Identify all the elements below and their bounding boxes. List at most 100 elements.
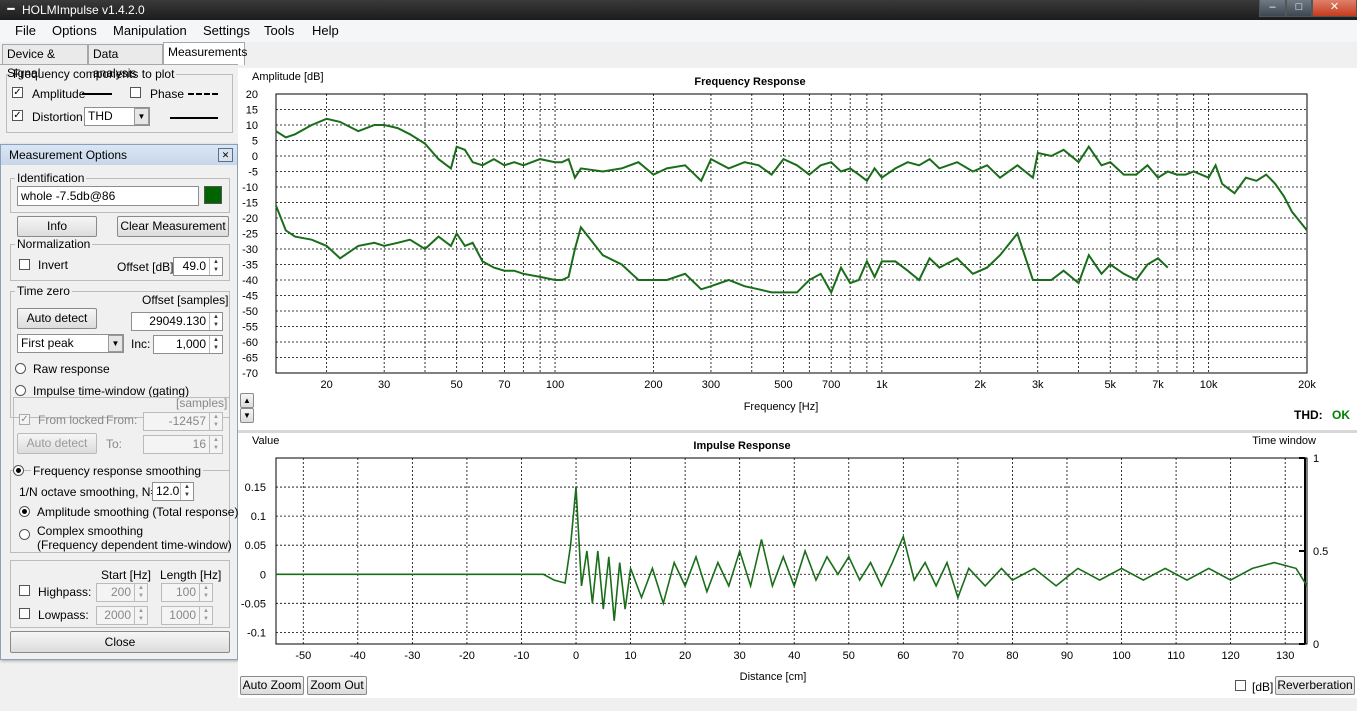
invert-label: Invert: [38, 258, 69, 272]
lowpass-length-input[interactable]: 1000: [161, 606, 213, 625]
auto-detect-gating-button[interactable]: Auto detect: [17, 433, 97, 454]
inc-input[interactable]: 1,000: [153, 335, 223, 354]
menu-settings[interactable]: Settings: [203, 23, 250, 38]
fr-title: Frequency Response: [694, 76, 805, 88]
info-button[interactable]: Info: [17, 216, 97, 237]
minimize-button[interactable]: –: [1259, 0, 1286, 17]
highpass-length-spinner[interactable]: ▲ ▼: [199, 584, 212, 601]
fr-y-tick-label: 5: [252, 136, 258, 148]
chart-splitter[interactable]: [238, 430, 1357, 433]
raw-response-radio[interactable]: [15, 363, 26, 374]
identification-input[interactable]: whole -7.5db@86: [17, 186, 199, 206]
offset-db-label: Offset [dB]:: [117, 260, 177, 274]
peak-mode-value: First peak: [21, 336, 74, 350]
tab-measurements[interactable]: Measurements: [163, 42, 247, 65]
ir-y2-tick-label: 0: [1313, 639, 1319, 651]
ir-x-tick-label: 120: [1221, 650, 1239, 662]
to-input[interactable]: 16: [143, 435, 223, 454]
tab-data-analysis[interactable]: Data analysis: [88, 44, 163, 80]
highpass-checkbox[interactable]: [19, 585, 30, 596]
fr-x-tick-label: 100: [546, 379, 564, 391]
ir-xlabel: Distance [cm]: [740, 671, 807, 683]
ir-x-tick-label: 50: [843, 650, 855, 662]
auto-detect-button[interactable]: Auto detect: [17, 308, 97, 329]
impulse-window-radio[interactable]: [15, 385, 26, 396]
scroll-down-button[interactable]: ▼: [240, 408, 254, 423]
menu-tools[interactable]: Tools: [264, 23, 295, 38]
close-options-button[interactable]: Close: [10, 631, 230, 653]
ir-x-tick-label: -40: [350, 650, 366, 662]
ir-y2-tick-label: 0.5: [1313, 546, 1328, 558]
close-button[interactable]: ✕: [1312, 0, 1357, 17]
measurement-options-titlebar[interactable]: Measurement Options ✕: [1, 145, 237, 165]
ir-x-tick-label: 60: [897, 650, 909, 662]
to-label: To:: [106, 437, 123, 451]
ir-y-tick-label: -0.1: [247, 627, 266, 639]
distortion-type-select[interactable]: THD: [84, 107, 150, 126]
db-checkbox[interactable]: [1235, 680, 1246, 691]
phase-checkbox[interactable]: [130, 87, 141, 98]
trace-color-swatch[interactable]: [204, 186, 222, 204]
lowpass-start-input[interactable]: 2000: [96, 606, 148, 625]
amplitude-smoothing-radio[interactable]: [19, 506, 30, 517]
fr-x-tick-label: 20k: [1298, 379, 1316, 391]
ir-x-tick-label: 100: [1112, 650, 1130, 662]
fr-y-tick-label: -25: [242, 229, 258, 241]
zoom-out-button[interactable]: Zoom Out: [307, 676, 367, 695]
peak-mode-select[interactable]: First peak: [17, 334, 124, 353]
lowpass-length-spinner[interactable]: ▲ ▼: [199, 607, 212, 624]
octave-n-input[interactable]: 12.0: [152, 482, 194, 501]
scroll-up-button[interactable]: ▲: [240, 393, 254, 408]
menu-file[interactable]: File: [15, 23, 36, 38]
close-icon[interactable]: ✕: [218, 148, 233, 162]
ir-x-tick-label: 130: [1276, 650, 1294, 662]
ir-x-tick-label: 30: [734, 650, 746, 662]
octave-n-spinner[interactable]: ▲ ▼: [180, 483, 193, 500]
lowpass-checkbox[interactable]: [19, 608, 30, 619]
offset-samples-spinner[interactable]: ▲ ▼: [209, 313, 222, 330]
menu-options[interactable]: Options: [52, 23, 97, 38]
clear-measurement-button[interactable]: Clear Measurement: [117, 216, 229, 237]
inc-spinner[interactable]: ▲ ▼: [209, 336, 222, 353]
tab-device-signal[interactable]: Device & Signal: [2, 44, 88, 80]
tab-divider: [0, 64, 238, 65]
invert-checkbox[interactable]: [19, 259, 30, 270]
distortion-checkbox[interactable]: ✓: [12, 110, 23, 121]
ir-y2-tick-label: 1: [1313, 453, 1319, 465]
chevron-down-icon[interactable]: ▼: [108, 335, 123, 352]
smoothing-radio[interactable]: [13, 465, 24, 476]
highpass-length-input[interactable]: 100: [161, 583, 213, 602]
amplitude-checkbox[interactable]: ✓: [12, 87, 23, 98]
highpass-start-input[interactable]: 200: [96, 583, 148, 602]
offset-db-spinner[interactable]: ▲ ▼: [209, 258, 222, 275]
auto-zoom-button[interactable]: Auto Zoom: [240, 676, 304, 695]
charts-svg[interactable]: Amplitude [dB] Frequency Response Freque…: [238, 68, 1357, 698]
filter-group: [10, 560, 230, 628]
complex-smoothing-sublabel: (Frequency dependent time-window): [37, 538, 232, 552]
phase-label: Phase: [150, 87, 185, 101]
fr-ylabel: Amplitude [dB]: [252, 71, 324, 83]
chevron-down-icon[interactable]: ▼: [134, 108, 149, 125]
lowpass-start-spinner[interactable]: ▲ ▼: [134, 607, 147, 624]
fr-x-tick-label: 70: [498, 379, 510, 391]
reverberation-button[interactable]: Reverberation: [1275, 676, 1355, 695]
from-spinner[interactable]: ▲ ▼: [209, 413, 222, 430]
menu-manipulation[interactable]: Manipulation: [113, 23, 187, 38]
thd-status: OK: [1332, 408, 1350, 422]
from-locked-checkbox[interactable]: ✓: [19, 414, 30, 425]
complex-smoothing-radio[interactable]: [19, 529, 30, 540]
fr-y-tick-label: -55: [242, 322, 258, 334]
to-spinner[interactable]: ▲ ▼: [209, 436, 222, 453]
menu-help[interactable]: Help: [312, 23, 339, 38]
offset-samples-input[interactable]: 29049.130: [131, 312, 223, 331]
ir-series: [276, 487, 1308, 621]
offset-db-input[interactable]: 49.0: [173, 257, 223, 276]
ir-x-tick-label: -20: [459, 650, 475, 662]
time-zero-legend: Time zero: [17, 284, 70, 298]
fr-y-tick-label: -70: [242, 368, 258, 380]
fr-x-tick-label: 500: [774, 379, 792, 391]
maximize-button[interactable]: □: [1286, 0, 1312, 17]
highpass-start-spinner[interactable]: ▲ ▼: [134, 584, 147, 601]
from-input[interactable]: -12457: [143, 412, 223, 431]
samples-label: [samples]: [176, 396, 228, 410]
